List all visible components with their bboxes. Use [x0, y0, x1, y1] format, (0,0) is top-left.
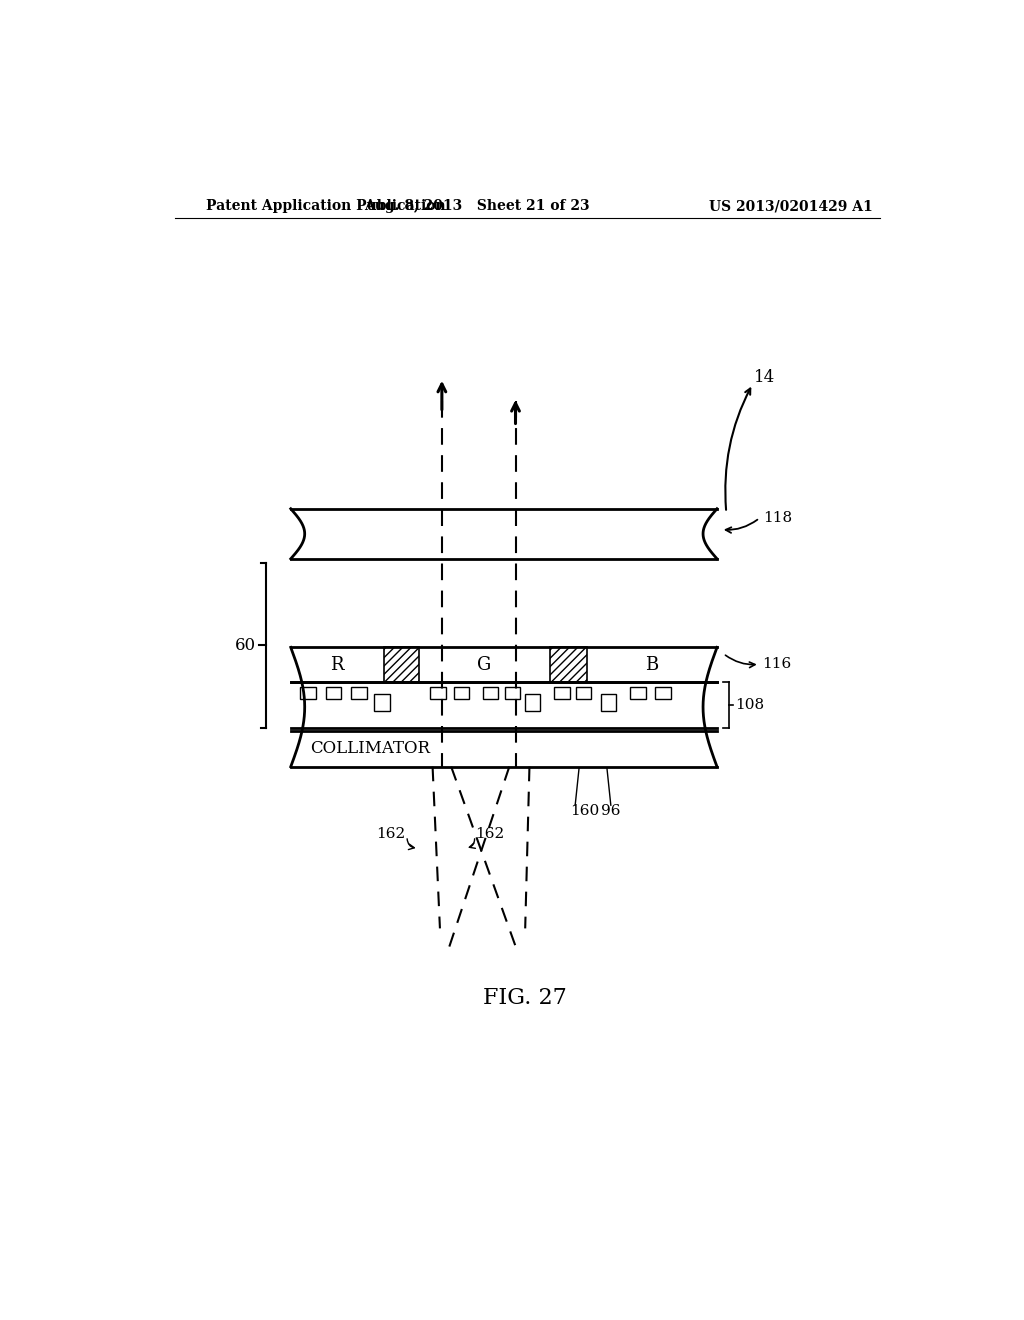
Bar [300, 686, 315, 700]
Bar [351, 686, 367, 700]
Text: 108: 108 [735, 698, 764, 711]
Text: 162: 162 [376, 828, 406, 841]
Bar [454, 686, 469, 700]
Text: 160: 160 [569, 804, 599, 818]
Bar [326, 686, 341, 700]
Text: Aug. 8, 2013   Sheet 21 of 23: Aug. 8, 2013 Sheet 21 of 23 [364, 199, 590, 213]
Bar [554, 686, 569, 700]
Bar [483, 686, 499, 700]
Text: 116: 116 [762, 657, 792, 672]
Text: Patent Application Publication: Patent Application Publication [206, 199, 445, 213]
Bar [655, 686, 671, 700]
Text: R: R [331, 656, 344, 673]
Text: 162: 162 [475, 828, 505, 841]
Bar [550, 647, 587, 682]
Text: 14: 14 [755, 370, 775, 387]
Bar [524, 694, 541, 711]
Bar [601, 694, 616, 711]
Bar [384, 647, 419, 682]
Bar [505, 686, 520, 700]
Text: COLLIMATOR: COLLIMATOR [310, 741, 430, 758]
Text: FIG. 27: FIG. 27 [483, 987, 566, 1008]
Text: US 2013/0201429 A1: US 2013/0201429 A1 [710, 199, 873, 213]
Text: 96: 96 [601, 804, 621, 818]
Bar [575, 686, 592, 700]
Bar [430, 686, 445, 700]
Text: 60: 60 [234, 638, 256, 653]
Text: B: B [645, 656, 658, 673]
Bar [375, 694, 390, 711]
Text: 118: 118 [764, 511, 793, 525]
Bar [630, 686, 646, 700]
Text: G: G [477, 656, 492, 673]
